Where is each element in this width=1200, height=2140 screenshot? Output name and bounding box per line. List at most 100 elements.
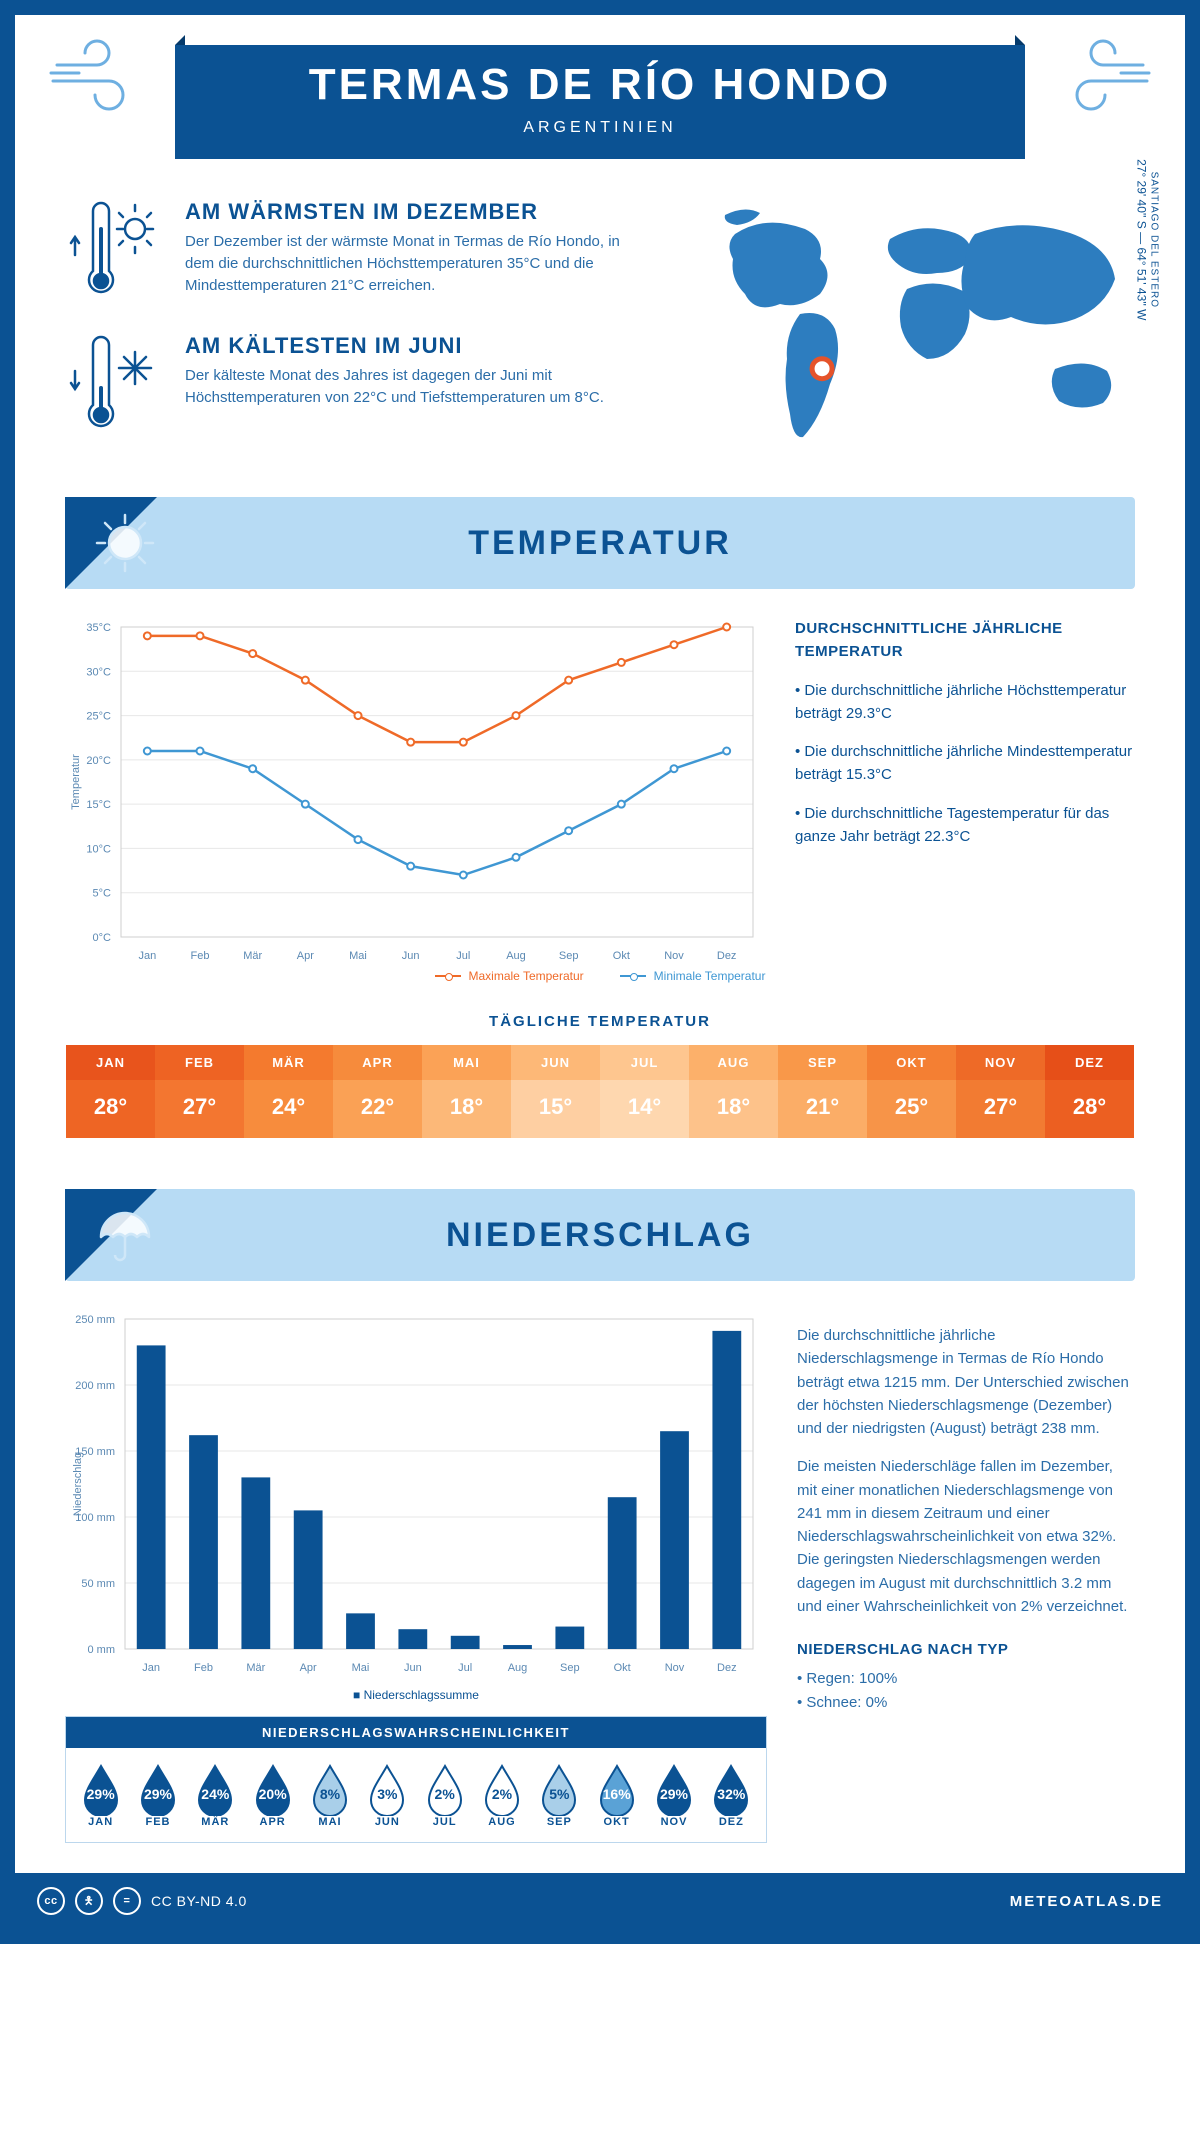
- svg-text:Mai: Mai: [349, 950, 367, 962]
- temp-cell: MAI18°: [422, 1045, 511, 1138]
- temp-cell: OKT25°: [867, 1045, 956, 1138]
- temp-note: • Die durchschnittliche jährliche Mindes…: [795, 740, 1135, 787]
- svg-text:15°C: 15°C: [86, 799, 111, 811]
- svg-text:5°C: 5°C: [93, 888, 112, 900]
- svg-text:20°C: 20°C: [86, 755, 111, 767]
- section-temperature: TEMPERATUR: [65, 497, 1135, 589]
- title-banner: TERMAS DE RÍO HONDO ARGENTINIEN: [175, 45, 1025, 159]
- svg-text:Sep: Sep: [560, 1662, 580, 1674]
- temp-cell: JUN15°: [511, 1045, 600, 1138]
- svg-text:Niederschlag: Niederschlag: [72, 1452, 84, 1516]
- temp-cell: AUG18°: [689, 1045, 778, 1138]
- svg-text:Okt: Okt: [614, 1662, 631, 1674]
- page-subtitle: ARGENTINIEN: [175, 119, 1025, 137]
- temp-cell: SEP21°: [778, 1045, 867, 1138]
- temp-cell: MÄR24°: [244, 1045, 333, 1138]
- svg-text:35°C: 35°C: [86, 622, 111, 634]
- svg-text:Dez: Dez: [717, 1662, 737, 1674]
- brand: METEOATLAS.DE: [1010, 1893, 1163, 1910]
- bar-legend: ■ Niederschlagssumme: [65, 1688, 767, 1702]
- svg-text:Jan: Jan: [138, 950, 156, 962]
- rain-drop: 2%JUL: [416, 1762, 473, 1828]
- svg-text:250 mm: 250 mm: [75, 1314, 115, 1326]
- svg-text:Temperatur: Temperatur: [70, 754, 82, 810]
- page-title: TERMAS DE RÍO HONDO: [175, 63, 1025, 107]
- license: cc🯅= CC BY-ND 4.0: [37, 1887, 247, 1915]
- rain-drop: 24%MÄR: [187, 1762, 244, 1828]
- svg-text:Jun: Jun: [402, 950, 420, 962]
- rain-drop: 29%JAN: [72, 1762, 129, 1828]
- svg-text:10°C: 10°C: [86, 843, 111, 855]
- fact-coldest: AM KÄLTESTEN IM JUNI Der kälteste Monat …: [65, 333, 645, 443]
- precip-type-heading: NIEDERSCHLAG NACH TYP: [797, 1638, 1135, 1661]
- svg-text:Jun: Jun: [404, 1662, 422, 1674]
- section-title: NIEDERSCHLAG: [446, 1216, 754, 1255]
- svg-text:0°C: 0°C: [93, 932, 112, 944]
- precip-bar-chart: 0 mm50 mm100 mm150 mm200 mm250 mmNieders…: [65, 1309, 765, 1689]
- svg-text:Apr: Apr: [297, 950, 314, 962]
- sun-icon: [93, 511, 157, 580]
- svg-text:50 mm: 50 mm: [81, 1578, 115, 1590]
- section-precip: NIEDERSCHLAG: [65, 1189, 1135, 1281]
- svg-text:Feb: Feb: [191, 950, 210, 962]
- rain-drop: 29%FEB: [129, 1762, 186, 1828]
- svg-text:Mär: Mär: [243, 950, 262, 962]
- temp-cell: NOV27°: [956, 1045, 1045, 1138]
- precip-type: • Schnee: 0%: [797, 1691, 1135, 1714]
- wind-icon: [49, 35, 139, 120]
- rain-drop: 20%APR: [244, 1762, 301, 1828]
- svg-text:Jan: Jan: [142, 1662, 160, 1674]
- rain-drop: 2%AUG: [473, 1762, 530, 1828]
- temperature-line-chart: 0°C 5°C 10°C 15°C 20°C 25°C 30°C 35°C Temperatur…: [65, 617, 765, 977]
- fact-cold-title: AM KÄLTESTEN IM JUNI: [185, 333, 645, 359]
- temp-cell: JUL14°: [600, 1045, 689, 1138]
- daily-temp-heading: TÄGLICHE TEMPERATUR: [65, 1013, 1135, 1030]
- svg-text:Nov: Nov: [665, 1662, 685, 1674]
- thermometer-snow-icon: [65, 333, 165, 443]
- svg-text:Sep: Sep: [559, 950, 579, 962]
- svg-text:Aug: Aug: [506, 950, 526, 962]
- precip-type: • Regen: 100%: [797, 1667, 1135, 1690]
- wind-icon: [1061, 35, 1151, 120]
- svg-text:Jul: Jul: [456, 950, 470, 962]
- fact-warmest: AM WÄRMSTEN IM DEZEMBER Der Dezember ist…: [65, 199, 645, 309]
- svg-text:30°C: 30°C: [86, 666, 111, 678]
- umbrella-icon: [93, 1203, 157, 1272]
- svg-text:Aug: Aug: [508, 1662, 528, 1674]
- coordinates: SANTIAGO DEL ESTERO 27° 29' 40'' S — 64°…: [1134, 159, 1159, 320]
- svg-text:Feb: Feb: [194, 1662, 213, 1674]
- temp-cell: DEZ28°: [1045, 1045, 1134, 1138]
- svg-text:25°C: 25°C: [86, 711, 111, 723]
- temp-notes-heading: DURCHSCHNITTLICHE JÄHRLICHE TEMPERATUR: [795, 617, 1135, 664]
- fact-warm-text: Der Dezember ist der wärmste Monat in Te…: [185, 231, 645, 296]
- precip-text: Die meisten Niederschläge fallen im Deze…: [797, 1455, 1135, 1618]
- precip-text: Die durchschnittliche jährliche Niedersc…: [797, 1324, 1135, 1440]
- svg-text:Okt: Okt: [613, 950, 630, 962]
- temp-note: • Die durchschnittliche Tagestemperatur …: [795, 802, 1135, 849]
- probability-box: NIEDERSCHLAGSWAHRSCHEINLICHKEIT 29%JAN29…: [65, 1716, 767, 1843]
- fact-cold-text: Der kälteste Monat des Jahres ist dagege…: [185, 365, 645, 409]
- daily-temp-table: JAN28°FEB27°MÄR24°APR22°MAI18°JUN15°JUL1…: [65, 1044, 1135, 1139]
- temp-cell: FEB27°: [155, 1045, 244, 1138]
- temp-cell: APR22°: [333, 1045, 422, 1138]
- temp-cell: JAN28°: [66, 1045, 155, 1138]
- svg-text:0 mm: 0 mm: [88, 1644, 116, 1656]
- svg-text:200 mm: 200 mm: [75, 1380, 115, 1392]
- fact-warm-title: AM WÄRMSTEN IM DEZEMBER: [185, 199, 645, 225]
- rain-drop: 8%MAI: [301, 1762, 358, 1828]
- rain-drop: 3%JUN: [359, 1762, 416, 1828]
- rain-drop: 16%OKT: [588, 1762, 645, 1828]
- svg-text:Nov: Nov: [664, 950, 684, 962]
- world-map: [675, 199, 1135, 459]
- footer: cc🯅= CC BY-ND 4.0 METEOATLAS.DE: [15, 1873, 1185, 1929]
- svg-text:Dez: Dez: [717, 950, 737, 962]
- temp-note: • Die durchschnittliche jährliche Höchst…: [795, 679, 1135, 726]
- rain-drop: 32%DEZ: [703, 1762, 760, 1828]
- thermometer-sun-icon: [65, 199, 165, 309]
- prob-heading: NIEDERSCHLAGSWAHRSCHEINLICHKEIT: [66, 1717, 766, 1748]
- svg-text:Mär: Mär: [246, 1662, 265, 1674]
- rain-drop: 5%SEP: [531, 1762, 588, 1828]
- svg-text:Mai: Mai: [352, 1662, 370, 1674]
- svg-text:Apr: Apr: [300, 1662, 317, 1674]
- section-title: TEMPERATUR: [468, 524, 732, 563]
